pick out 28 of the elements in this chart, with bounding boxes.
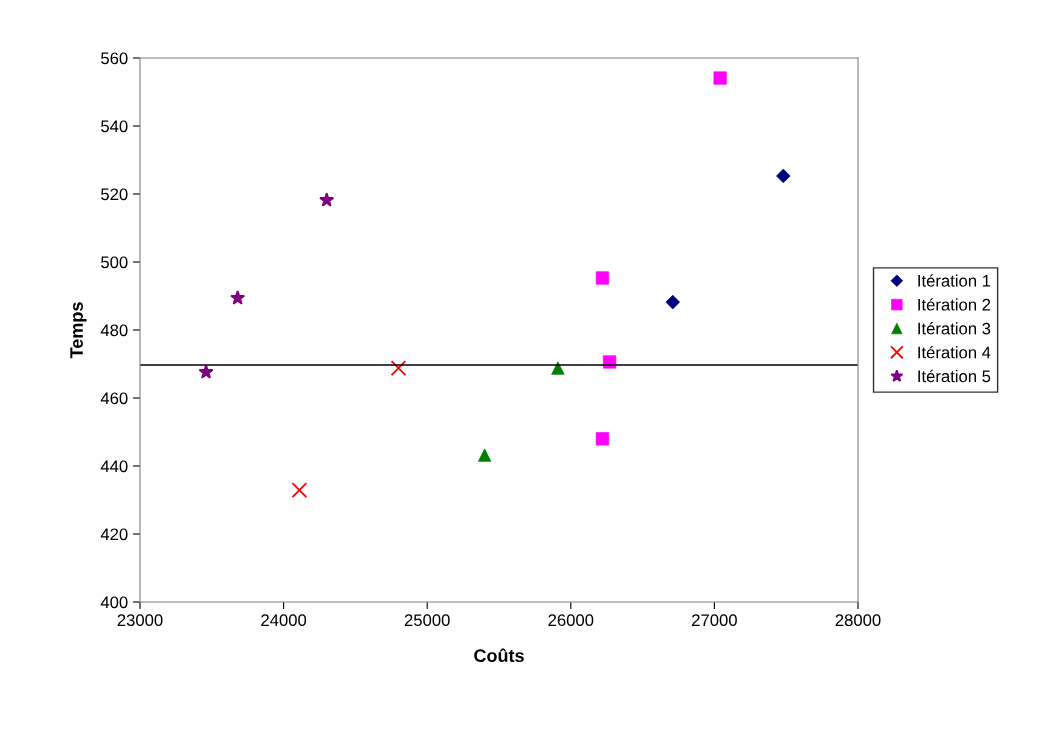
point — [291, 482, 308, 498]
x-axis-title: Coûts — [474, 648, 524, 663]
legend-label: Itération 1 — [918, 274, 991, 287]
y-tick-label: 560 — [101, 52, 128, 65]
x-tick-label: 24000 — [261, 614, 307, 627]
y-tick-label: 520 — [101, 188, 128, 201]
point — [319, 192, 335, 207]
legend-label: Itération 5 — [918, 369, 991, 383]
y-tick-label: 480 — [100, 324, 128, 337]
point — [776, 168, 791, 184]
point — [198, 364, 214, 379]
y-tick-label: 500 — [101, 256, 128, 269]
legend-label: Itération 2 — [918, 298, 991, 311]
x-tick-label: 28000 — [835, 614, 881, 627]
x-tick-label: 25000 — [404, 614, 450, 627]
x-tick-label: 23000 — [117, 614, 163, 627]
x-tick-label: 26000 — [548, 614, 594, 627]
y-tick-label: 400 — [100, 596, 128, 609]
legend-label: Itération 4 — [918, 345, 991, 359]
x-tick-label: 27000 — [692, 614, 737, 627]
point — [230, 290, 246, 305]
legend-label: Itération 3 — [918, 322, 991, 335]
point — [390, 360, 407, 376]
y-tick-label: 540 — [101, 120, 128, 133]
y-tick-label: 440 — [100, 460, 128, 473]
y-tick-label: 420 — [100, 528, 128, 541]
y-axis-title: Temps — [70, 302, 87, 359]
y-tick-label: 460 — [100, 392, 128, 405]
